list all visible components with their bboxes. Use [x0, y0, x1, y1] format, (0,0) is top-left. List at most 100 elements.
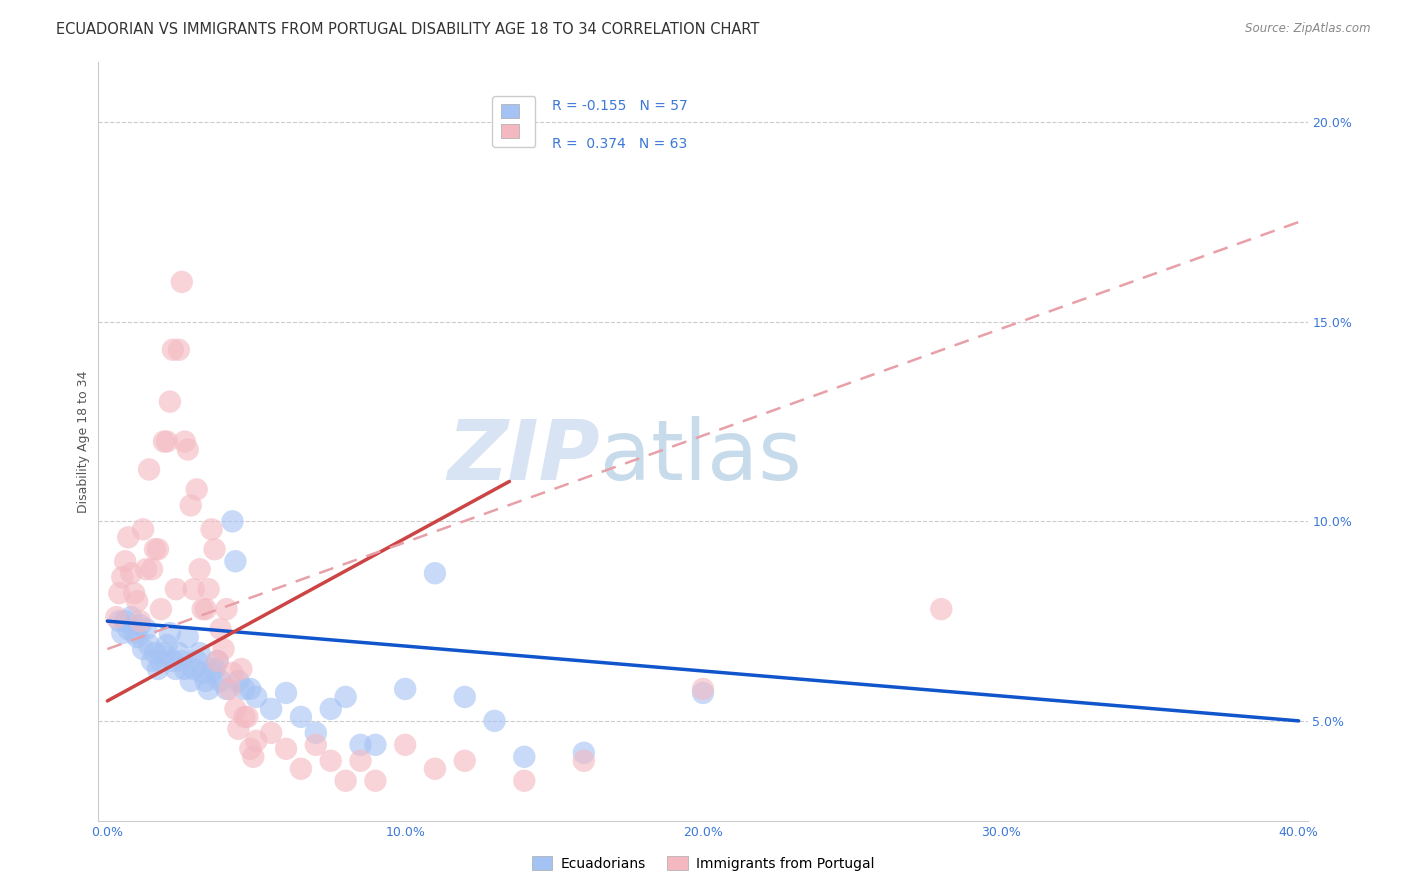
Point [177, 442, 200, 457]
Point [180, 673, 202, 688]
Point [197, 582, 219, 597]
Point [132, 642, 155, 657]
Point [319, 702, 342, 716]
Point [233, 710, 256, 724]
Point [132, 522, 155, 536]
Point [114, 554, 136, 568]
Point [111, 570, 134, 584]
Point [165, 662, 187, 676]
Point [159, 626, 181, 640]
Point [513, 749, 536, 764]
Point [146, 662, 169, 676]
Text: Source: ZipAtlas.com: Source: ZipAtlas.com [1246, 22, 1371, 36]
Point [200, 522, 222, 536]
Point [454, 754, 477, 768]
Point [111, 626, 134, 640]
Point [162, 343, 184, 357]
Point [170, 654, 193, 668]
Point [138, 462, 160, 476]
Point [149, 602, 172, 616]
Point [197, 681, 219, 696]
Point [394, 738, 416, 752]
Point [274, 686, 297, 700]
Point [239, 681, 262, 696]
Point [228, 673, 250, 688]
Point [215, 602, 238, 616]
Point [159, 394, 181, 409]
Point [454, 690, 477, 704]
Point [242, 749, 264, 764]
Point [335, 773, 357, 788]
Legend: , : , [492, 96, 536, 147]
Point [183, 582, 205, 597]
Point [146, 542, 169, 557]
Point [364, 738, 387, 752]
Point [319, 754, 342, 768]
Point [236, 710, 259, 724]
Point [305, 738, 328, 752]
Point [218, 681, 240, 696]
Point [692, 681, 714, 696]
Point [349, 738, 371, 752]
Point [290, 710, 312, 724]
Y-axis label: Disability Age 18 to 34: Disability Age 18 to 34 [77, 370, 90, 513]
Point [186, 654, 208, 668]
Point [117, 530, 139, 544]
Point [423, 566, 446, 581]
Legend: Ecuadorians, Immigrants from Portugal: Ecuadorians, Immigrants from Portugal [526, 851, 880, 876]
Point [170, 275, 193, 289]
Point [127, 630, 149, 644]
Point [191, 602, 214, 616]
Point [207, 654, 229, 668]
Point [141, 654, 163, 668]
Point [224, 554, 246, 568]
Point [290, 762, 312, 776]
Point [173, 434, 195, 449]
Point [231, 662, 253, 676]
Text: R = -0.155   N = 57: R = -0.155 N = 57 [551, 99, 688, 112]
Point [177, 630, 200, 644]
Point [194, 673, 217, 688]
Point [108, 614, 131, 628]
Point [260, 702, 283, 716]
Point [335, 690, 357, 704]
Point [245, 734, 267, 748]
Point [215, 681, 238, 696]
Point [423, 762, 446, 776]
Point [204, 542, 226, 557]
Point [120, 610, 142, 624]
Point [117, 622, 139, 636]
Point [572, 754, 595, 768]
Point [221, 665, 243, 680]
Point [484, 714, 506, 728]
Point [204, 662, 226, 676]
Point [138, 638, 160, 652]
Point [120, 566, 142, 581]
Point [114, 614, 136, 628]
Point [183, 662, 205, 676]
Point [212, 642, 235, 657]
Text: R =  0.374   N = 63: R = 0.374 N = 63 [551, 136, 688, 151]
Point [274, 741, 297, 756]
Text: ZIP: ZIP [447, 417, 600, 497]
Point [233, 681, 256, 696]
Point [167, 343, 190, 357]
Point [513, 773, 536, 788]
Point [692, 686, 714, 700]
Text: atlas: atlas [600, 417, 801, 497]
Point [245, 690, 267, 704]
Text: ECUADORIAN VS IMMIGRANTS FROM PORTUGAL DISABILITY AGE 18 TO 34 CORRELATION CHART: ECUADORIAN VS IMMIGRANTS FROM PORTUGAL D… [56, 22, 759, 37]
Point [221, 514, 243, 528]
Point [149, 654, 172, 668]
Point [191, 665, 214, 680]
Point [364, 773, 387, 788]
Point [156, 638, 179, 652]
Point [156, 434, 179, 449]
Point [162, 654, 184, 668]
Point [143, 542, 166, 557]
Point [239, 741, 262, 756]
Point [105, 610, 128, 624]
Point [224, 702, 246, 716]
Point [194, 602, 217, 616]
Point [127, 594, 149, 608]
